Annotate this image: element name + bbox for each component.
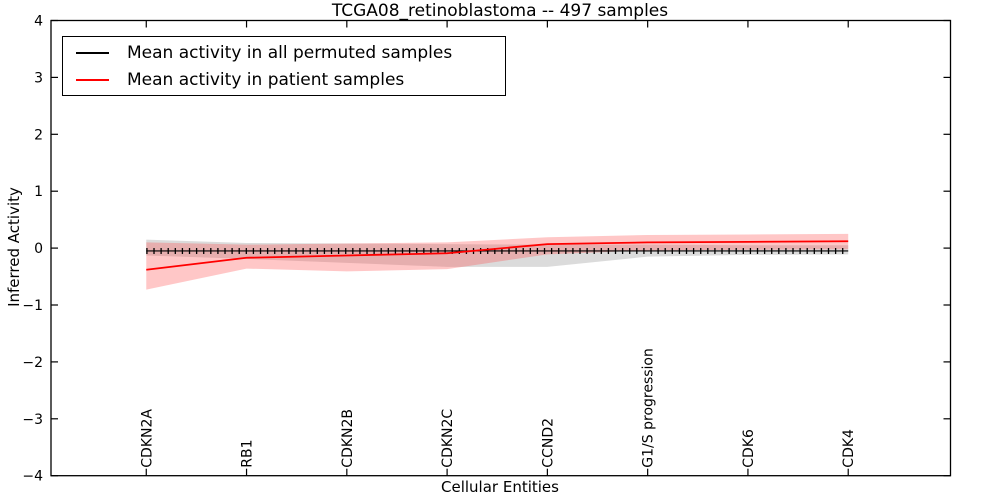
x-tick-label: CDKN2C	[440, 409, 456, 468]
x-tick-label: RB1	[240, 439, 256, 467]
x-tick-label: CDKN2A	[139, 409, 155, 468]
y-tick-label: 2	[34, 127, 43, 143]
y-tick-label: −2	[22, 355, 43, 371]
y-tick-label: 4	[34, 14, 43, 30]
y-tick-label: −1	[22, 298, 43, 314]
patient-band	[146, 233, 849, 290]
permuted-band	[146, 239, 849, 267]
y-tick-label: −3	[22, 412, 43, 428]
legend-label-permuted: Mean activity in all permuted samples	[127, 42, 453, 63]
y-tick-label: −4	[22, 469, 43, 485]
legend: Mean activity in all permuted samples Me…	[62, 36, 506, 96]
y-axis-label: Inferred Activity	[5, 187, 23, 307]
patient-line-swatch	[76, 78, 109, 81]
x-tick-label: G1/S progression	[641, 348, 657, 468]
x-axis-label: Cellular Entities	[441, 478, 559, 496]
y-tick-label: 1	[34, 184, 43, 200]
patient-mean-line	[146, 240, 849, 271]
y-tick-label: 3	[34, 70, 43, 86]
legend-item-patient: Mean activity in patient samples	[76, 68, 505, 92]
x-tick-label: CCND2	[540, 418, 556, 468]
permuted-line-swatch	[76, 51, 109, 54]
x-tick-label: CDKN2B	[340, 409, 356, 468]
x-tick-label: CDK6	[741, 429, 757, 468]
legend-item-permuted: Mean activity in all permuted samples	[76, 41, 505, 65]
chart-title: TCGA08_retinoblastoma -- 497 samples	[331, 1, 669, 21]
y-tick-label: 0	[34, 241, 43, 257]
x-tick-label: CDK4	[841, 429, 857, 468]
legend-label-patient: Mean activity in patient samples	[127, 69, 405, 90]
